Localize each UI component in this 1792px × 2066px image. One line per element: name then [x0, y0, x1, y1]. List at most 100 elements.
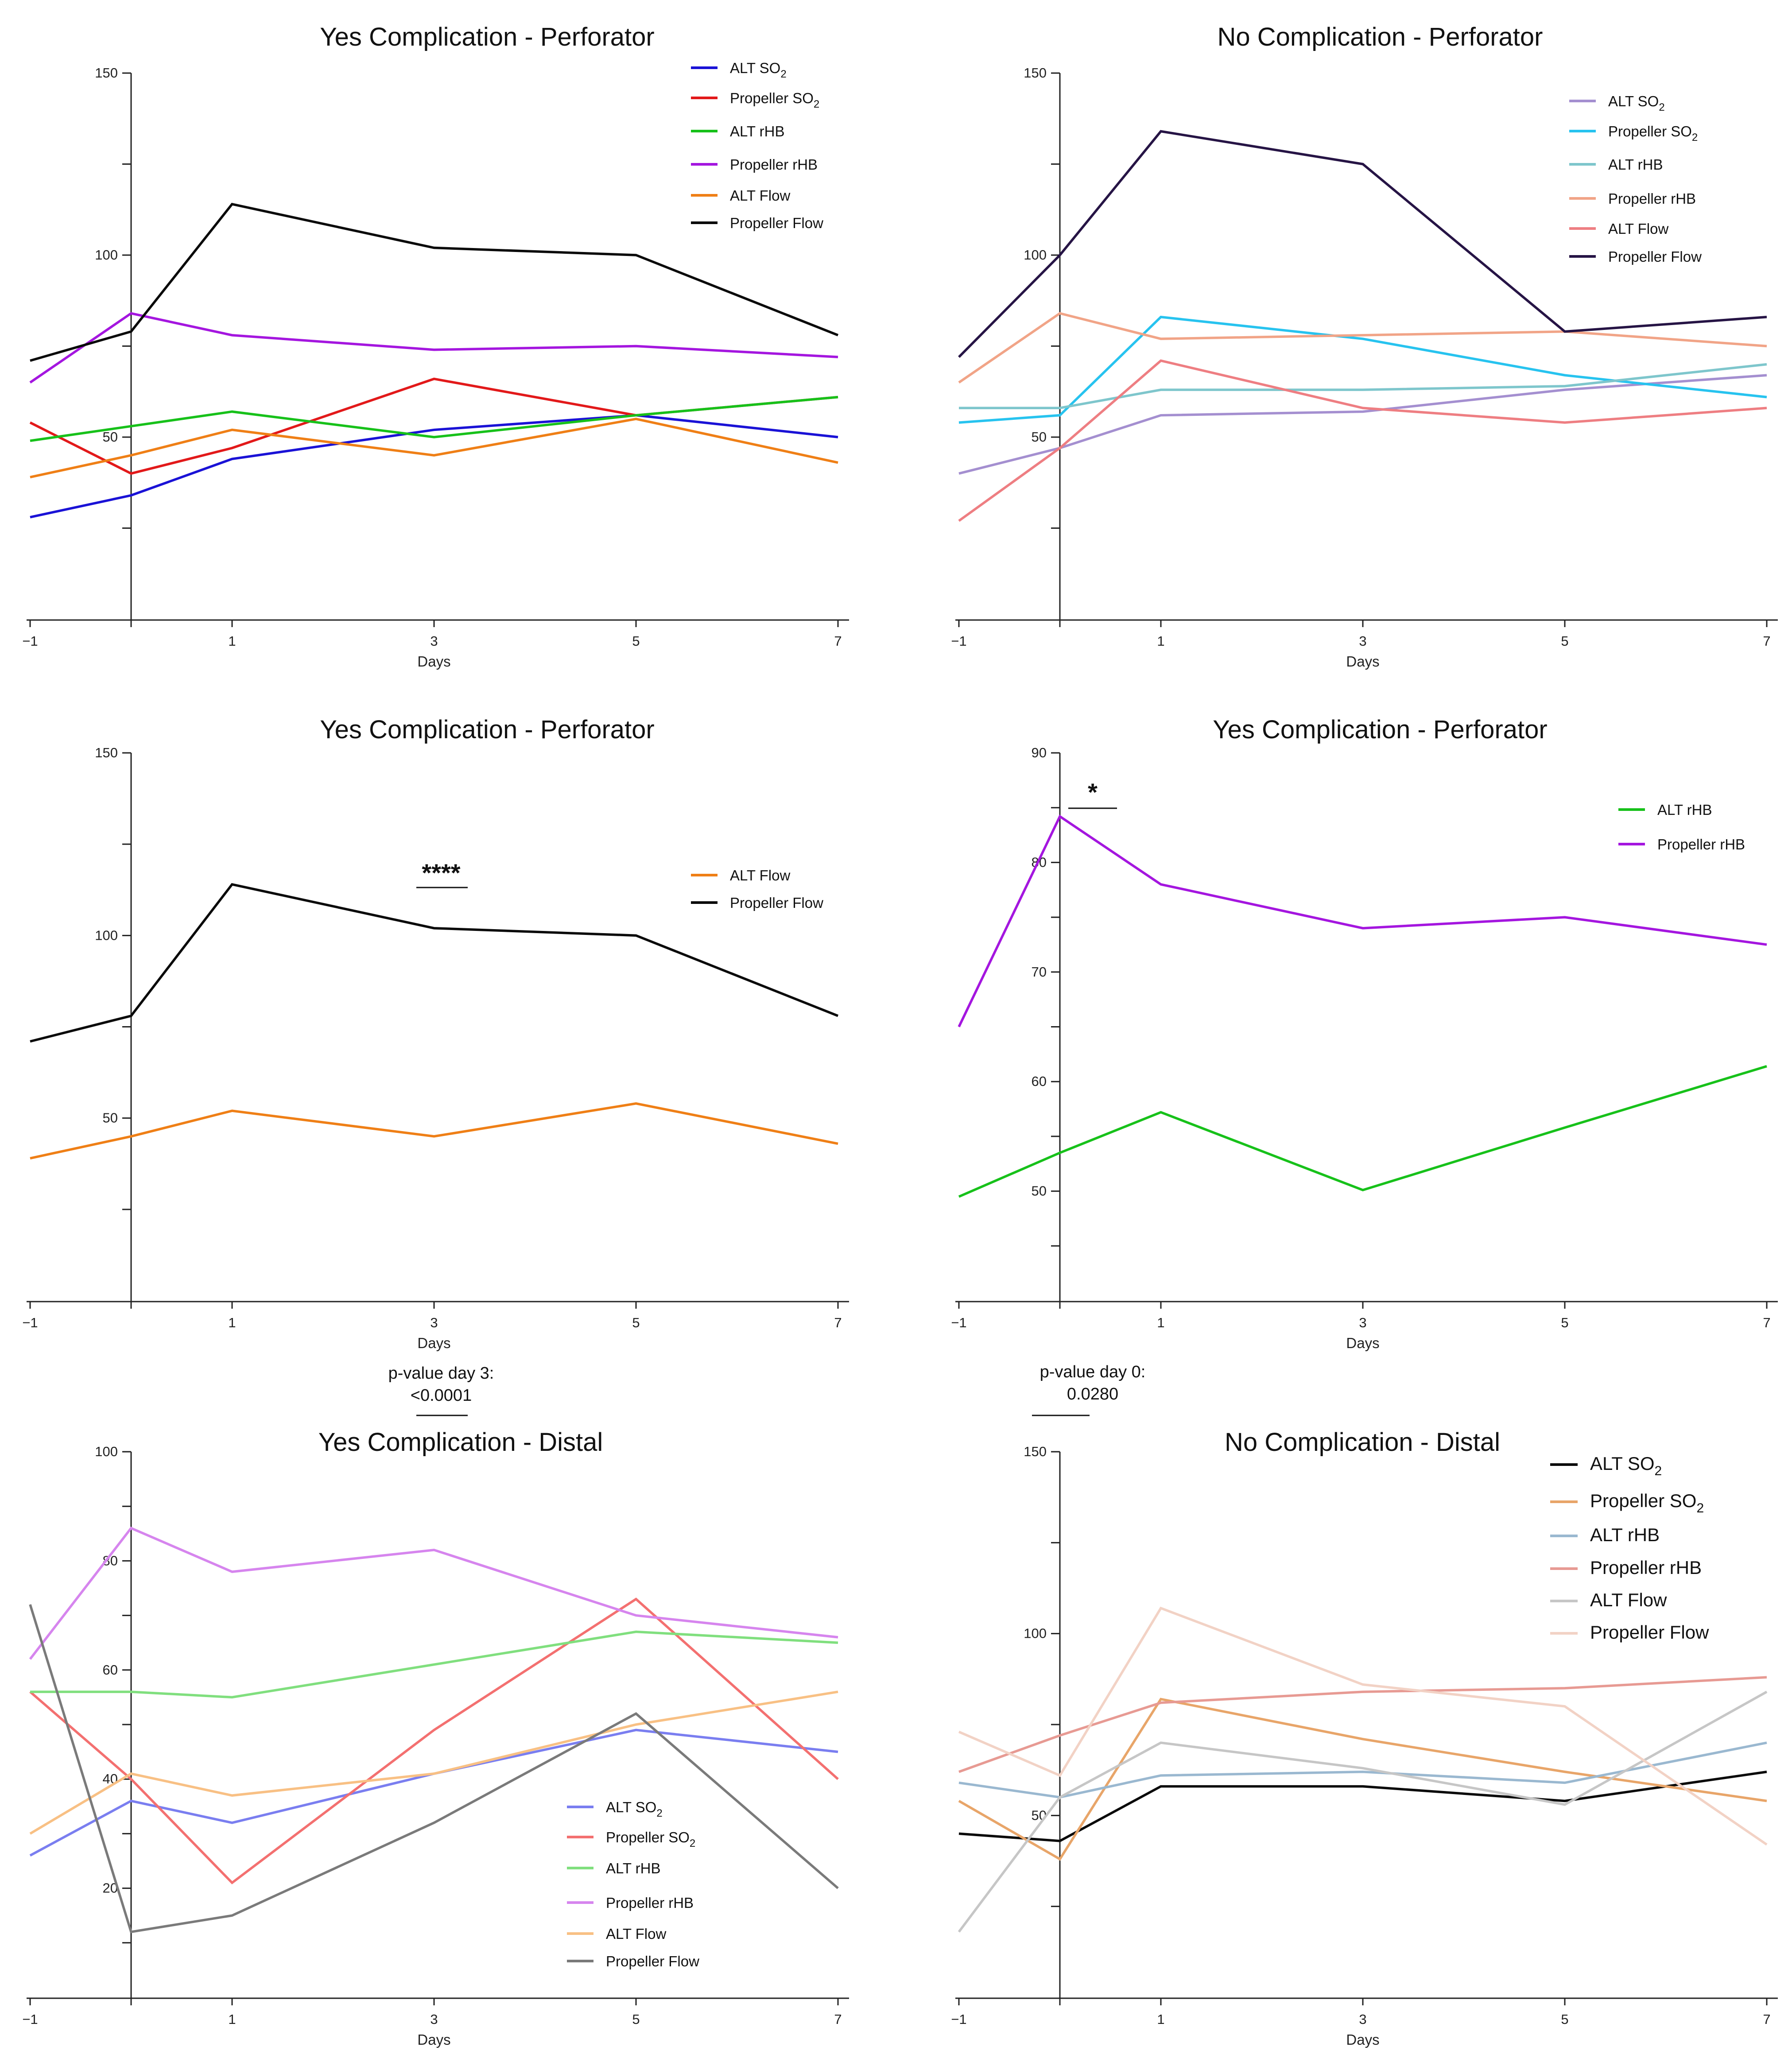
chart-panel-5: Yes Complication - Distal−1 1 3 5 7Days20406… — [22, 1428, 849, 2048]
x-tick-label: 5 — [1561, 1315, 1568, 1330]
series-line-propeller-so-2 — [29, 377, 838, 475]
x-tick-label: −1 — [22, 1315, 38, 1330]
x-tick-label: −1 — [22, 633, 38, 649]
y-tick-label: 100 — [95, 247, 118, 263]
x-tick-label: 5 — [632, 1315, 640, 1330]
series-line-propeller-rhb — [958, 1676, 1767, 1773]
x-tick-label: 1 — [1157, 633, 1164, 649]
series-line-alt-so-2 — [958, 1771, 1767, 1842]
series-line-alt-rhb — [30, 1630, 838, 1699]
x-axis-label: Days — [417, 2031, 450, 2048]
chart-panel-4: Yes Complication - Perforator −1 1 3 5 7 Days 5… — [951, 715, 1778, 1416]
series-line-propeller-rhb — [958, 312, 1767, 384]
legend-label: Propeller rHB — [606, 1895, 694, 1911]
legend-label: ALT SO2 — [730, 60, 787, 80]
significance-marker: * — [1088, 778, 1098, 806]
y-tick-label: 150 — [1024, 65, 1047, 81]
y-tick-label: 100 — [1024, 1626, 1047, 1641]
series-line-alt-flow — [958, 1690, 1768, 1933]
series-line-propeller-rhb — [29, 1527, 838, 1660]
legend-label: Propeller Flow — [730, 215, 823, 231]
series-line-alt-rhb — [959, 363, 1767, 409]
y-tick-label: 100 — [95, 927, 118, 943]
x-axis-label: Days — [1346, 1335, 1379, 1351]
pvalue-value: <0.0001 — [411, 1386, 472, 1405]
series-line-alt-flow — [958, 359, 1767, 522]
x-tick-label: 1 — [228, 1315, 236, 1330]
legend-label: Propeller rHB — [1657, 836, 1745, 853]
legend-label: ALT Flow — [606, 1926, 666, 1942]
legend-label: ALT Flow — [1590, 1589, 1667, 1610]
series-line-alt-rhb — [958, 1065, 1767, 1198]
legend-label: ALT rHB — [730, 123, 784, 140]
legend-label: Propeller Flow — [730, 895, 823, 911]
legend-label: ALT SO2 — [1590, 1453, 1662, 1478]
series-line-propeller-flow — [30, 883, 839, 1043]
series-line-alt-flow — [30, 418, 838, 479]
legend-label: ALT SO2 — [606, 1799, 663, 1819]
series-line-propeller-rhb — [958, 814, 1767, 1027]
x-tick-label: 3 — [1359, 1315, 1366, 1330]
x-tick-label: 5 — [632, 633, 640, 649]
chart-title: Yes Complication - Distal — [318, 1428, 603, 1457]
x-tick-label: 1 — [1157, 2012, 1164, 2027]
x-tick-label: 7 — [1763, 1315, 1770, 1330]
chart-panel-3: Yes Complication - Perforator −1 1 3 5 7 Days 5… — [22, 715, 849, 1416]
x-tick-label: 1 — [228, 633, 236, 649]
series-line-propeller-flow — [30, 202, 839, 362]
series-line-alt-rhb — [958, 1741, 1767, 1799]
legend-label: ALT rHB — [606, 1860, 660, 1876]
x-axis-label: Days — [1346, 653, 1379, 670]
series-line-alt-rhb — [30, 395, 838, 442]
x-tick-label: 3 — [1359, 633, 1366, 649]
x-axis-label: Days — [417, 1335, 450, 1351]
y-tick-label: 150 — [1024, 1444, 1047, 1459]
y-tick-label: 50 — [1032, 1807, 1047, 1823]
series-line-alt-so-2 — [958, 374, 1767, 475]
series-line-propeller-so-2 — [958, 1698, 1767, 1861]
x-axis-label: Days — [417, 653, 450, 670]
legend-label: ALT Flow — [1608, 221, 1668, 237]
legend-label: Propeller SO2 — [730, 90, 819, 110]
series-line-alt-flow — [30, 1102, 838, 1160]
x-tick-label: −1 — [951, 633, 966, 649]
series-line-propeller-flow — [958, 1606, 1768, 1846]
significance-marker: **** — [422, 859, 460, 887]
chart-panel-2: No Complication - Perforator −1 1 3 5 7 Days 50… — [951, 23, 1778, 670]
y-tick-label: 100 — [1024, 247, 1047, 263]
x-tick-label: 3 — [430, 1315, 438, 1330]
series-line-propeller-flow — [958, 130, 1767, 358]
x-tick-label: −1 — [951, 1315, 966, 1330]
x-tick-label: −1 — [22, 2012, 38, 2027]
y-tick-label: 60 — [103, 1662, 118, 1678]
legend-label: Propeller rHB — [730, 156, 818, 173]
x-tick-label: 5 — [632, 2012, 640, 2027]
pvalue-value: 0.0280 — [1067, 1385, 1118, 1403]
x-tick-label: 1 — [228, 2012, 236, 2027]
chart-panel-6: No Complication - Distal −1 1 3 5 7 Days 50 100 1… — [951, 1428, 1778, 2048]
y-tick-label: 50 — [1032, 1183, 1047, 1199]
legend-label: Propeller SO2 — [1608, 123, 1698, 143]
legend-label: Propeller rHB — [1590, 1557, 1702, 1578]
legend-label: ALT SO2 — [1608, 93, 1665, 113]
chart-panel-1: Yes Complication - Perforator −1 1 3 5 7 Days 5… — [22, 23, 849, 670]
legend-label: ALT rHB — [1608, 156, 1663, 173]
chart-title: No Complication - Distal — [1225, 1428, 1500, 1457]
series-line-propeller-flow — [29, 1604, 839, 1934]
y-tick-label: 50 — [1032, 429, 1047, 445]
x-tick-label: 5 — [1561, 633, 1568, 649]
legend-label: Propeller rHB — [1608, 190, 1696, 207]
x-tick-label: 3 — [1359, 2012, 1366, 2027]
y-tick-label: 90 — [1032, 745, 1047, 760]
pvalue-label: p-value day 0: — [1040, 1363, 1146, 1381]
legend-label: Propeller Flow — [1590, 1622, 1709, 1643]
series-line-alt-so-2 — [30, 414, 838, 519]
y-tick-label: 150 — [95, 745, 118, 760]
series-line-alt-flow — [29, 1690, 838, 1835]
x-tick-label: 3 — [430, 633, 438, 649]
chart-title: Yes Complication - Perforator — [1213, 715, 1547, 744]
x-tick-label: 7 — [1763, 633, 1770, 649]
x-tick-label: 7 — [834, 2012, 842, 2027]
legend-label: Propeller Flow — [1608, 248, 1702, 265]
